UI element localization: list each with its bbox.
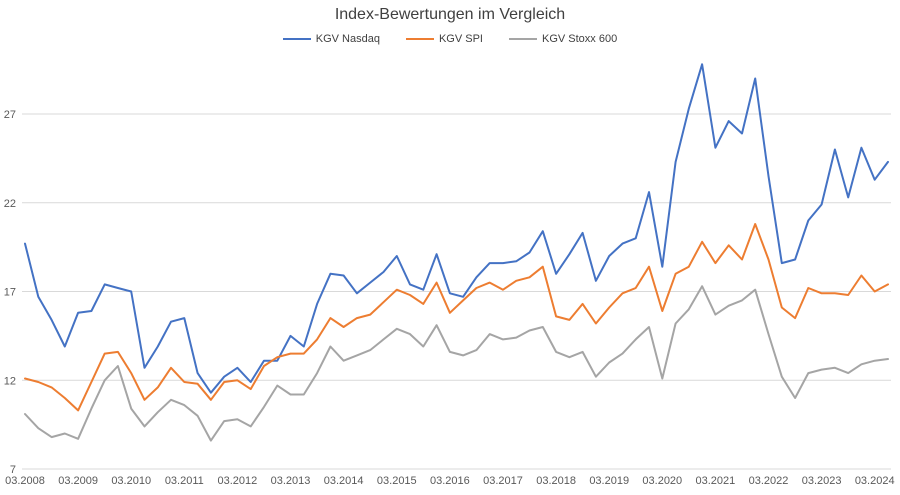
y-axis-labels: 7 12 17 22 27 [4, 109, 16, 476]
x-tick-label-03.2014: 03.2014 [324, 475, 364, 487]
x-tick-label-03.2024: 03.2024 [855, 475, 895, 487]
legend-swatch-kgv-nasdaq [282, 38, 311, 40]
gridlines [22, 113, 891, 470]
x-tick-label-03.2013: 03.2013 [271, 475, 311, 487]
x-tick-label-03.2022: 03.2022 [749, 475, 789, 487]
y-tick-label-12: 12 [4, 375, 16, 387]
x-tick-label-03.2020: 03.2020 [642, 475, 682, 487]
legend-label-kgv-stoxx-600: KGV Stoxx 600 [542, 33, 618, 45]
x-tick-label-03.2017: 03.2017 [483, 475, 523, 487]
legend-label-kgv-spi: KGV SPI [438, 33, 483, 45]
legend-swatch-kgv-stoxx-600 [509, 38, 537, 40]
x-tick-label-03.2010: 03.2010 [111, 475, 151, 487]
x-tick-label-03.2016: 03.2016 [430, 475, 470, 487]
x-tick-label-03.2018: 03.2018 [536, 475, 576, 487]
series-line-kgv-spi [24, 223, 889, 412]
legend-swatch-kgv-spi [405, 38, 434, 40]
x-tick-label-03.2008: 03.2008 [5, 475, 45, 487]
x-tick-label-03.2012: 03.2012 [218, 475, 258, 487]
y-tick-label-27: 27 [4, 109, 16, 121]
x-tick-label-03.2019: 03.2019 [589, 475, 629, 487]
legend-item-kgv-nasdaq[interactable]: KGV Nasdaq [282, 33, 380, 45]
chart-title: Index-Bewertungen im Vergleich [334, 6, 566, 23]
series-line-kgv-nasdaq [24, 63, 889, 394]
x-axis-labels: 03.2008 03.2009 03.2010 03.2011 03.2012 03.20… [5, 475, 894, 487]
series-line-kgv-stoxx-600 [24, 285, 889, 442]
y-tick-label-7: 7 [10, 464, 16, 476]
y-tick-label-22: 22 [4, 198, 16, 210]
y-tick-label-17: 17 [4, 287, 16, 299]
chart-legend: KGV Nasdaq KGV SPI KGV Stoxx 600 [0, 33, 900, 45]
legend-label-kgv-nasdaq: KGV Nasdaq [315, 33, 380, 45]
legend-item-kgv-stoxx-600[interactable]: KGV Stoxx 600 [509, 33, 617, 45]
legend-item-kgv-spi[interactable]: KGV SPI [405, 33, 483, 45]
x-tick-label-03.2021: 03.2021 [696, 475, 736, 487]
x-tick-label-03.2011: 03.2011 [165, 475, 204, 487]
x-tick-label-03.2009: 03.2009 [58, 475, 98, 487]
x-tick-label-03.2023: 03.2023 [802, 475, 842, 487]
x-tick-label-03.2015: 03.2015 [377, 475, 417, 487]
